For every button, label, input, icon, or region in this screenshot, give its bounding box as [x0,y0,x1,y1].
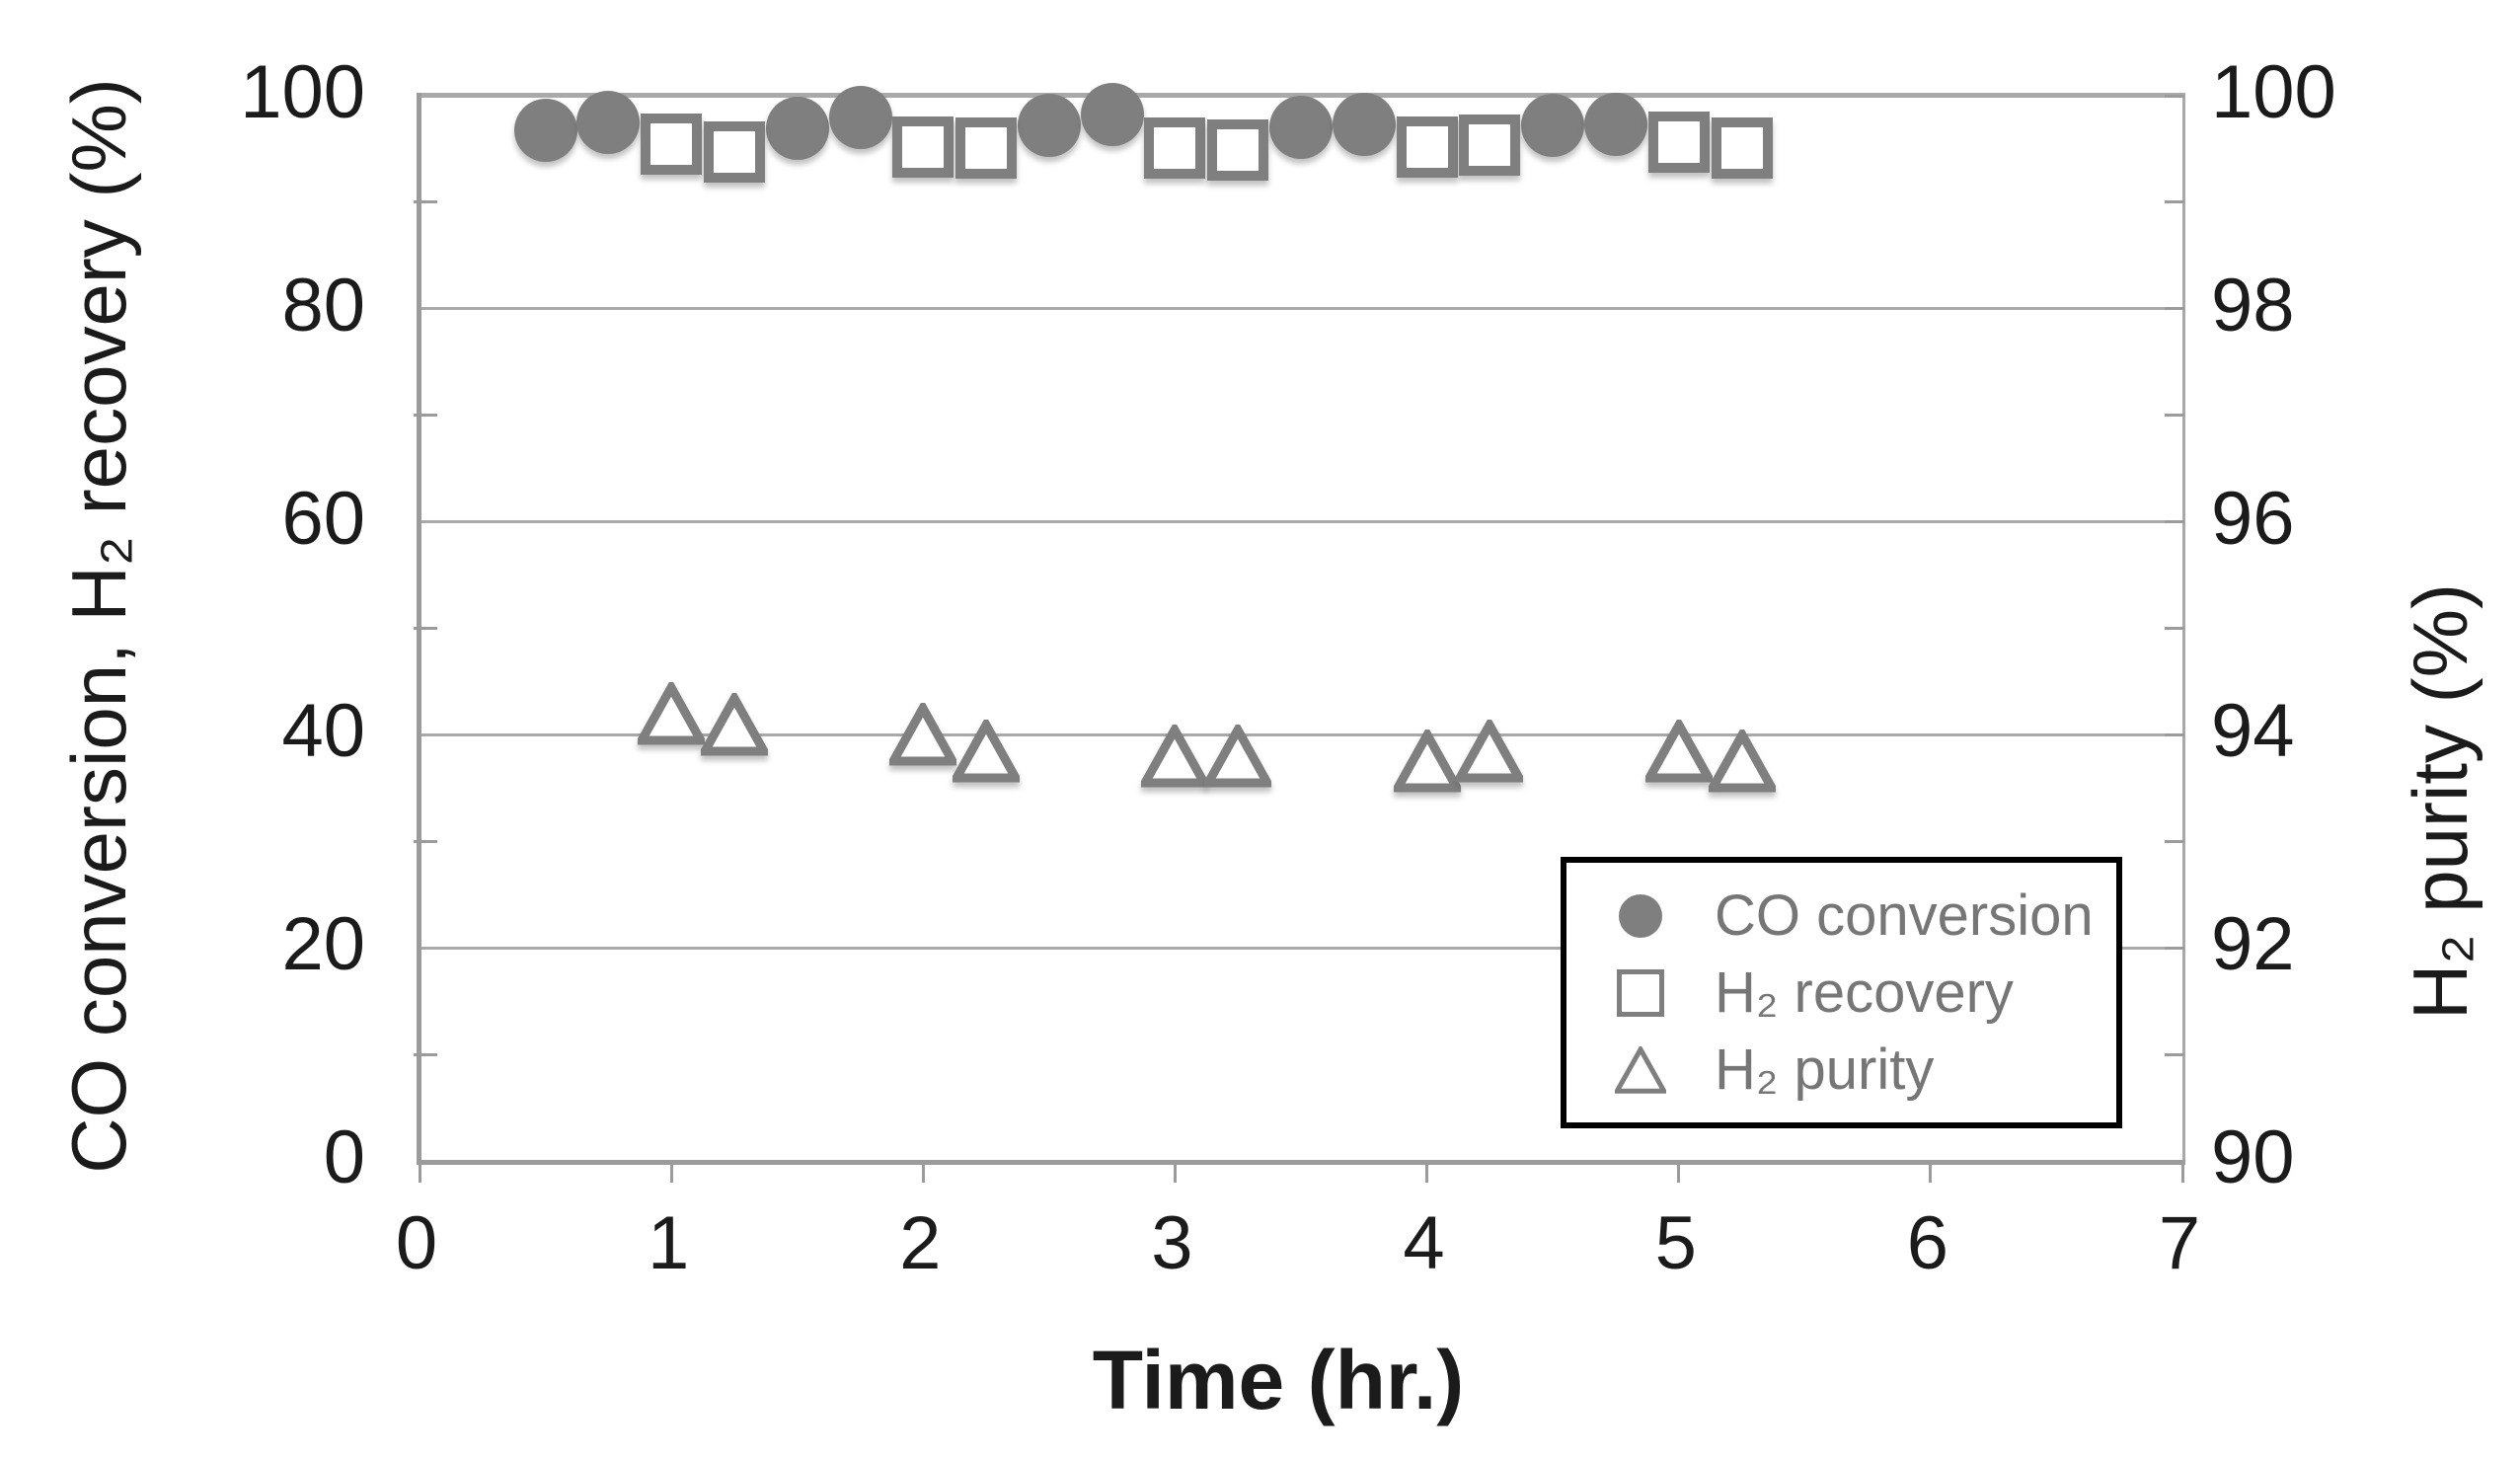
gridline-y-80 [420,307,2182,311]
point-co-conversion [765,97,829,161]
point-h2-recovery [1207,119,1269,182]
legend-item: H₂ purity [1566,1032,2116,1109]
left-axis-minor-tick [414,414,437,418]
x-tick-label-2: 2 [899,1201,942,1285]
x-axis-tick [418,1161,421,1183]
left-axis-minor-tick [414,839,437,843]
right-tick-label-90: 90 [2211,1115,2295,1199]
right-axis-tick [2165,946,2184,950]
right-axis-tick [2165,307,2184,311]
legend-label: CO conversion [1715,883,2094,948]
point-co-conversion [1080,83,1144,147]
left-axis-title: CO conversion, H₂ recovery (%) [55,78,142,1174]
x-axis-tick [921,1161,925,1183]
x-tick-label-7: 7 [2158,1201,2201,1285]
x-axis-tick [2180,1161,2184,1183]
plot-area: CO conversion H₂ recovery H₂ purity [414,83,2185,1183]
right-tick-label-96: 96 [2211,476,2295,561]
x-axis-tick [1929,1161,1933,1183]
filled-circle-icon [1566,893,1715,938]
point-co-conversion [1332,93,1396,157]
x-tick-label-6: 6 [1906,1201,1948,1285]
x-tick-label-0: 0 [395,1201,438,1285]
point-h2-recovery [892,115,955,178]
point-h2-purity [885,699,960,771]
gridline-y-20 [420,946,2182,950]
point-h2-purity [1704,726,1780,798]
left-axis-minor-tick [414,627,437,630]
x-tick-label-3: 3 [1151,1201,1193,1285]
point-h2-purity [1200,721,1275,793]
point-h2-recovery [1711,116,1773,179]
open-square-glyph [1617,968,1664,1017]
left-tick-label-60: 60 [281,476,365,561]
point-h2-purity [697,688,772,761]
point-co-conversion [576,90,641,154]
point-h2-recovery [641,113,703,175]
right-axis-title: H₂ purity (%) [2397,583,2483,1020]
x-tick-label-5: 5 [1654,1201,1697,1285]
point-h2-recovery [1144,116,1206,179]
point-h2-purity [634,677,709,750]
left-tick-label-0: 0 [323,1115,365,1199]
left-axis-minor-tick [414,1052,437,1056]
point-h2-purity [1452,715,1527,788]
right-axis-tick [2165,200,2184,204]
right-axis-tick [2165,94,2184,98]
point-co-conversion [1583,93,1647,157]
open-triangle-icon [1566,1045,1715,1094]
gridline-y-100 [420,94,2182,98]
point-co-conversion [513,98,577,162]
right-tick-label-100: 100 [2211,50,2336,134]
legend-item: H₂ recovery [1566,955,2116,1032]
x-tick-label-1: 1 [648,1201,690,1285]
x-axis-tick [1677,1161,1681,1183]
point-h2-recovery [1459,114,1521,176]
point-h2-recovery [1396,115,1458,178]
left-tick-label-20: 20 [281,902,365,987]
x-axis-title: Time (hr.) [1092,1334,1465,1426]
right-axis-tick [2165,732,2184,736]
point-h2-recovery [1647,112,1710,174]
x-axis-tick [669,1161,673,1183]
legend-item: CO conversion [1566,878,2116,955]
point-h2-recovery [703,121,765,184]
x-tick-label-4: 4 [1403,1201,1445,1285]
legend-label: H₂ recovery [1715,960,2014,1025]
gridline-y-40 [420,732,2182,736]
right-axis-tick [2165,627,2184,630]
left-tick-label-80: 80 [281,263,365,347]
left-tick-label-40: 40 [281,689,365,774]
bottom-axis-line [417,1160,2185,1165]
legend: CO conversion H₂ recovery H₂ purity [1561,857,2122,1128]
x-axis-tick [1173,1161,1177,1183]
point-co-conversion [828,85,892,149]
right-axis-tick [2165,839,2184,843]
filled-circle-glyph [1619,893,1662,938]
point-h2-purity [1642,715,1717,788]
point-h2-purity [1389,726,1465,798]
point-h2-recovery [955,116,1018,179]
right-tick-label-92: 92 [2211,902,2295,987]
right-tick-label-98: 98 [2211,263,2295,347]
open-square-icon [1566,968,1715,1017]
left-axis-minor-tick [414,200,437,204]
legend-label: H₂ purity [1715,1037,1935,1102]
right-axis-tick [2165,1159,2184,1163]
right-axis-tick [2165,1052,2184,1056]
right-axis-tick [2165,414,2184,418]
point-h2-purity [1137,721,1213,793]
gridline-y-60 [420,520,2182,524]
point-h2-purity [949,715,1024,788]
x-axis-tick [1425,1161,1429,1183]
point-co-conversion [1521,94,1585,158]
point-co-conversion [1017,94,1081,158]
right-tick-label-94: 94 [2211,689,2295,774]
right-axis-tick [2165,520,2184,524]
left-tick-label-100: 100 [240,50,365,134]
point-co-conversion [1269,96,1333,160]
